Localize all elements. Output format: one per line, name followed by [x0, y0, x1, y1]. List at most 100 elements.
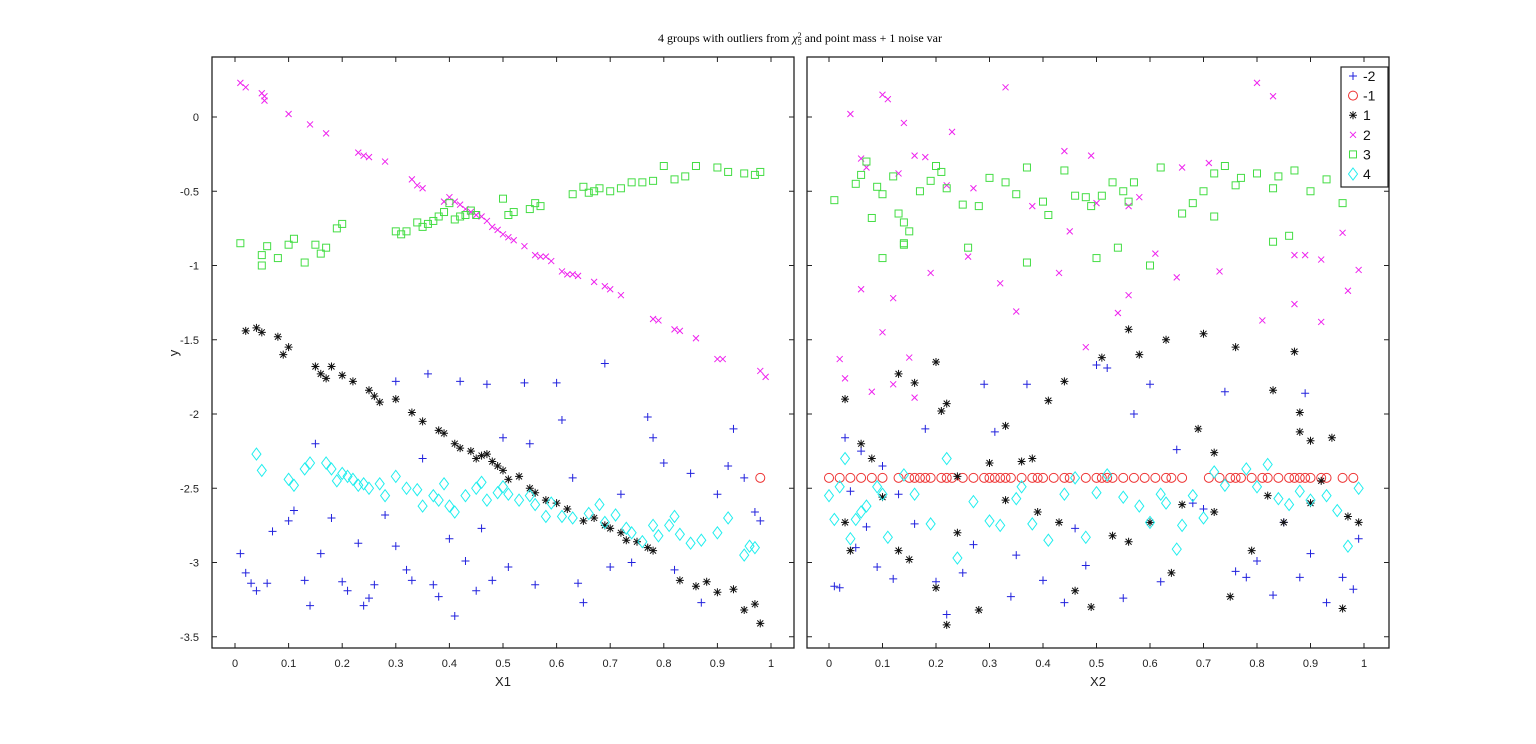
- square-marker: [499, 194, 507, 203]
- x-marker: [1317, 318, 1325, 326]
- diamond-marker: [610, 508, 621, 522]
- plus-marker: [407, 576, 416, 585]
- plus-marker: [402, 565, 411, 574]
- x-marker: [1061, 147, 1068, 155]
- plus-marker: [729, 424, 738, 433]
- diamond-marker: [995, 518, 1006, 533]
- diamond-marker: [739, 548, 750, 562]
- right-axes: 0 0.1 0.2 0.3 0.4 0.5 0.6 0.7 0.8 0.9 1: [806, 56, 1390, 670]
- right-scatter-points: [823, 79, 1364, 629]
- asterisk-marker: [563, 505, 572, 514]
- circle-marker: [1107, 472, 1118, 483]
- x-marker: [756, 367, 764, 375]
- x-marker: [1317, 256, 1325, 263]
- asterisk-marker: [477, 451, 486, 460]
- x-marker: [1339, 229, 1346, 237]
- plus-marker: [482, 380, 491, 389]
- x-tick-label: 0.1: [875, 658, 890, 670]
- square-marker: [964, 243, 973, 252]
- x-marker: [483, 217, 491, 225]
- legend-entry-label: 4: [1363, 166, 1371, 182]
- circle-marker: [1128, 472, 1139, 483]
- x-marker: [365, 153, 373, 161]
- legend-entry-label: 3: [1363, 146, 1371, 162]
- diamond-marker: [1144, 515, 1156, 530]
- circle-marker: [936, 472, 947, 483]
- x-marker: [408, 176, 416, 183]
- x-marker: [413, 181, 421, 189]
- x-tick-label: 0.6: [1142, 658, 1157, 670]
- plus-marker: [359, 601, 368, 610]
- asterisk-marker: [488, 457, 497, 466]
- x1-axis-label: X1: [495, 674, 511, 689]
- square-marker: [509, 208, 518, 217]
- y-tick-label: -0.5: [180, 186, 199, 198]
- asterisk-marker: [937, 407, 946, 416]
- circle-marker: [914, 472, 925, 483]
- diamond-marker: [749, 540, 761, 555]
- y-tick-label: -2.5: [180, 483, 199, 495]
- asterisk-marker: [1033, 508, 1042, 517]
- asterisk-marker: [1194, 424, 1203, 433]
- diamond-marker: [839, 451, 851, 466]
- x-marker: [996, 279, 1004, 287]
- diamond-marker: [326, 462, 337, 476]
- x-marker: [655, 317, 662, 324]
- asterisk-marker: [338, 371, 347, 380]
- plus-marker: [969, 540, 978, 549]
- x-tick-label: 0.7: [1196, 658, 1211, 670]
- asterisk-marker: [1087, 603, 1096, 612]
- asterisk-marker: [1124, 537, 1133, 546]
- asterisk-marker: [1247, 546, 1256, 555]
- plus-marker: [980, 380, 989, 389]
- square-marker: [649, 176, 658, 185]
- x-tick-label: 0.2: [335, 658, 350, 670]
- x-marker: [762, 373, 769, 381]
- diamond-marker: [829, 512, 840, 527]
- square-marker: [932, 162, 940, 171]
- x-tick-label: 0.4: [1035, 658, 1050, 670]
- x-marker: [261, 97, 268, 105]
- asterisk-marker: [1017, 457, 1026, 466]
- diamond-marker: [653, 528, 664, 543]
- plus-marker: [268, 527, 277, 536]
- diamond-marker: [1353, 481, 1364, 496]
- plus-marker: [942, 610, 951, 619]
- x-marker: [905, 354, 913, 361]
- diamond-marker: [379, 488, 391, 503]
- diamond-marker: [1016, 479, 1027, 494]
- x-tick-label: 0.8: [656, 658, 671, 670]
- asterisk-marker: [633, 537, 641, 546]
- plus-marker: [504, 562, 513, 571]
- plus-marker: [713, 490, 722, 499]
- diamond-marker: [1332, 503, 1343, 518]
- plus-marker: [958, 568, 967, 577]
- asterisk-marker: [1306, 436, 1315, 445]
- asterisk-marker: [375, 398, 384, 407]
- asterisk-marker: [675, 576, 684, 585]
- diamond-marker: [530, 497, 541, 512]
- square-marker: [1220, 162, 1229, 171]
- x-marker: [948, 128, 956, 136]
- square-marker: [756, 167, 765, 176]
- plus-marker: [756, 516, 765, 525]
- legend-entry-label: -1: [1363, 88, 1376, 104]
- plus-marker: [423, 369, 432, 378]
- square-marker: [1349, 150, 1357, 159]
- square-marker: [257, 251, 266, 260]
- plus-marker: [472, 586, 481, 595]
- x-marker: [590, 278, 598, 286]
- circle-marker: [834, 472, 845, 483]
- x-marker: [456, 201, 464, 208]
- plus-marker: [236, 549, 245, 558]
- square-marker: [332, 224, 341, 233]
- y-tick-label: -3: [189, 558, 199, 570]
- plus-marker: [456, 377, 465, 386]
- square-marker: [638, 178, 647, 187]
- square-marker: [590, 187, 599, 196]
- square-marker: [273, 254, 282, 263]
- plus-marker: [1006, 592, 1015, 601]
- asterisk-marker: [456, 444, 465, 453]
- square-marker: [985, 173, 994, 182]
- plus-marker: [862, 522, 871, 531]
